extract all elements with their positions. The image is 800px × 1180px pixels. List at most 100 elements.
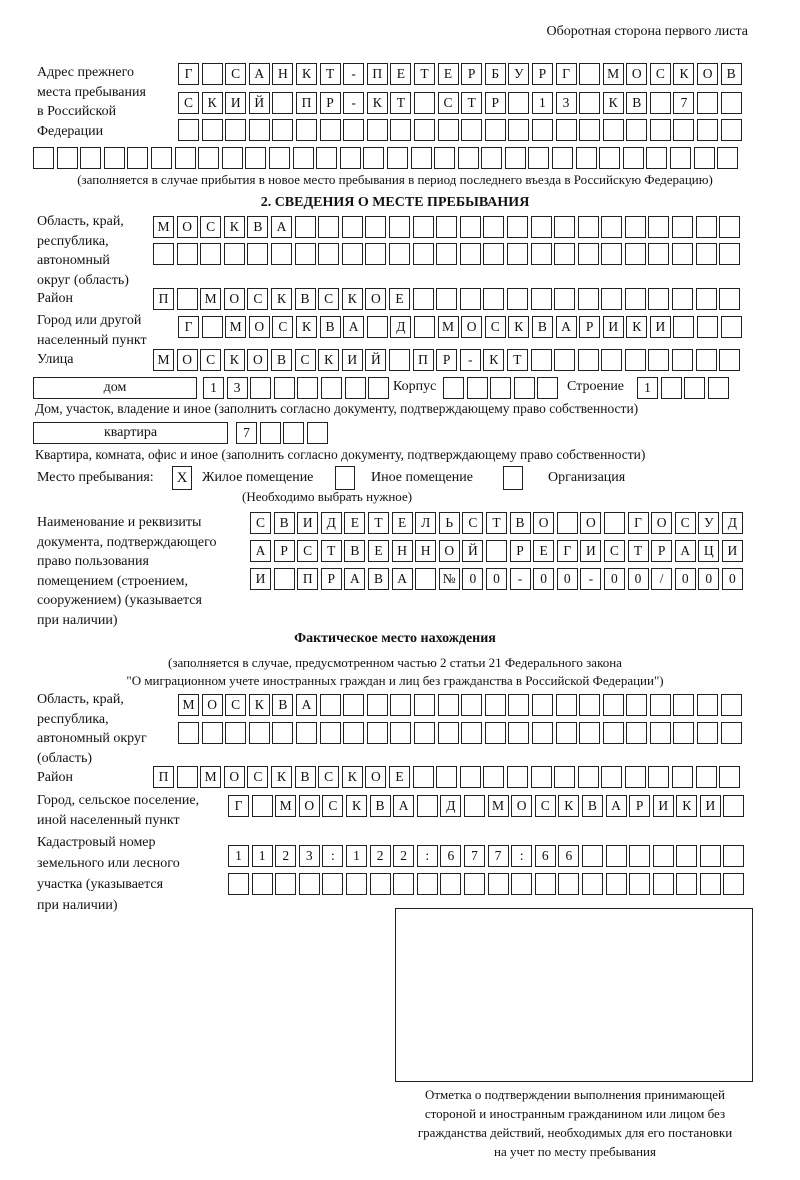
char-cell[interactable]: - <box>343 63 365 85</box>
char-cell[interactable] <box>416 795 438 817</box>
char-cell[interactable] <box>697 722 719 744</box>
char-cell[interactable] <box>273 377 295 399</box>
char-cell[interactable]: В <box>344 540 366 562</box>
char-cell[interactable] <box>508 694 530 716</box>
char-cell[interactable] <box>622 147 644 169</box>
char-cell[interactable] <box>437 694 459 716</box>
char-cell[interactable]: 7 <box>463 845 485 867</box>
char-cell[interactable]: У <box>698 512 720 534</box>
char-cell[interactable] <box>386 147 408 169</box>
char-cell[interactable]: А <box>555 316 577 338</box>
char-cell[interactable]: К <box>295 63 317 85</box>
char-cell[interactable] <box>652 845 674 867</box>
char-cell[interactable] <box>602 119 624 141</box>
char-cell[interactable]: О <box>438 540 460 562</box>
char-cell[interactable]: А <box>605 795 627 817</box>
prev-address-row-4[interactable] <box>33 147 741 169</box>
char-cell[interactable] <box>366 694 388 716</box>
char-cell[interactable] <box>508 722 530 744</box>
char-cell[interactable] <box>697 316 719 338</box>
char-cell[interactable] <box>717 147 739 169</box>
char-cell[interactable] <box>577 766 599 788</box>
char-cell[interactable]: : <box>511 845 533 867</box>
char-cell[interactable] <box>624 216 646 238</box>
char-cell[interactable] <box>320 377 342 399</box>
char-cell[interactable]: О <box>651 512 673 534</box>
char-cell[interactable]: Г <box>228 795 249 817</box>
char-cell[interactable]: 7 <box>673 92 695 114</box>
char-cell[interactable]: А <box>674 540 696 562</box>
char-cell[interactable]: П <box>153 288 174 310</box>
char-cell[interactable]: Е <box>533 540 555 562</box>
char-cell[interactable]: Г <box>178 63 199 85</box>
char-cell[interactable] <box>366 119 388 141</box>
house-type-field[interactable]: дом <box>33 377 197 399</box>
char-cell[interactable] <box>223 243 245 265</box>
char-cell[interactable] <box>720 316 742 338</box>
char-cell[interactable]: / <box>651 568 673 590</box>
char-cell[interactable] <box>577 243 599 265</box>
char-cell[interactable]: Р <box>629 795 651 817</box>
char-cell[interactable]: Т <box>627 540 649 562</box>
char-cell[interactable] <box>412 288 434 310</box>
char-cell[interactable]: К <box>248 694 270 716</box>
char-cell[interactable] <box>341 216 363 238</box>
document-row-3[interactable]: И П Р А В А № 0 0-0 0-0 0/0 0 0 <box>250 568 745 590</box>
char-cell[interactable] <box>554 216 576 238</box>
char-cell[interactable] <box>649 119 671 141</box>
char-cell[interactable]: О <box>580 512 602 534</box>
char-cell[interactable]: К <box>223 216 245 238</box>
char-cell[interactable] <box>228 873 249 895</box>
char-cell[interactable]: Й <box>462 540 484 562</box>
char-cell[interactable] <box>648 243 670 265</box>
char-cell[interactable]: М <box>225 316 247 338</box>
char-cell[interactable] <box>318 243 340 265</box>
char-cell[interactable]: 1 <box>251 845 273 867</box>
char-cell[interactable] <box>603 512 625 534</box>
char-cell[interactable]: С <box>247 288 269 310</box>
char-cell[interactable]: О <box>697 63 719 85</box>
char-cell[interactable]: Т <box>506 349 528 371</box>
char-cell[interactable] <box>221 147 243 169</box>
char-cell[interactable]: Д <box>390 316 412 338</box>
char-cell[interactable]: М <box>153 216 174 238</box>
char-cell[interactable] <box>33 147 54 169</box>
char-cell[interactable] <box>672 216 694 238</box>
char-cell[interactable] <box>530 243 552 265</box>
char-cell[interactable]: А <box>270 216 292 238</box>
char-cell[interactable] <box>306 422 328 444</box>
char-cell[interactable]: И <box>602 316 624 338</box>
char-cell[interactable] <box>556 512 578 534</box>
char-cell[interactable] <box>436 216 458 238</box>
char-cell[interactable] <box>413 694 435 716</box>
char-cell[interactable] <box>506 243 528 265</box>
char-cell[interactable]: Е <box>367 540 389 562</box>
char-cell[interactable] <box>695 243 717 265</box>
char-cell[interactable] <box>720 722 742 744</box>
char-cell[interactable] <box>412 243 434 265</box>
char-cell[interactable]: 0 <box>556 568 578 590</box>
char-cell[interactable]: : <box>416 845 438 867</box>
char-cell[interactable] <box>466 377 488 399</box>
char-cell[interactable] <box>343 722 365 744</box>
char-cell[interactable] <box>80 147 102 169</box>
char-cell[interactable]: Р <box>651 540 673 562</box>
char-cell[interactable] <box>436 288 458 310</box>
char-cell[interactable] <box>581 873 603 895</box>
char-cell[interactable] <box>554 288 576 310</box>
char-cell[interactable]: О <box>247 349 269 371</box>
char-cell[interactable] <box>513 377 535 399</box>
char-cell[interactable] <box>483 243 505 265</box>
char-cell[interactable] <box>410 147 432 169</box>
char-cell[interactable] <box>318 216 340 238</box>
char-cell[interactable] <box>201 722 223 744</box>
char-cell[interactable] <box>624 288 646 310</box>
char-cell[interactable] <box>601 243 623 265</box>
char-cell[interactable] <box>673 119 695 141</box>
char-cell[interactable]: Р <box>509 540 531 562</box>
